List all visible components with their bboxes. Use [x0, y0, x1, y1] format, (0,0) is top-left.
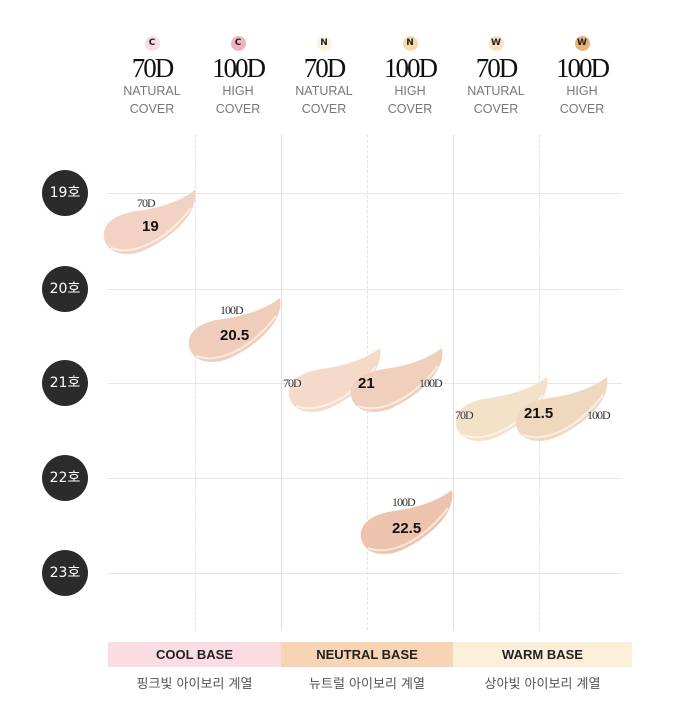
density-label: 70D: [131, 53, 175, 83]
tone-badge: C: [144, 36, 160, 51]
swatch-highlight: [367, 507, 449, 552]
grid-row-line: [108, 573, 622, 574]
foundation-swatch: [515, 377, 608, 441]
shade-row-label: 21호: [42, 360, 88, 406]
swatch-highlight: [522, 394, 604, 439]
warm-base-desc: 상아빛 아이보리 계열: [484, 677, 601, 692]
cool-base-bar: COOL BASE: [108, 642, 281, 667]
swatch-shape: [188, 298, 281, 362]
tone-badge: N: [402, 36, 418, 51]
swatch-density-label: 100D: [587, 408, 611, 422]
column-header: C 70D NATURAL COVER: [109, 36, 195, 118]
cover-line1: HIGH: [222, 84, 254, 98]
grid-column-line: [281, 135, 282, 630]
grid-row-line: [108, 193, 622, 194]
swatch-shade-number: 19: [142, 218, 159, 235]
cover-line2: COVER: [473, 102, 519, 116]
shade-row-label: 20호: [42, 266, 88, 312]
warm-base-bar: WARM BASE: [453, 642, 632, 667]
swatch-shape: [455, 377, 548, 441]
column-header: C 100D HIGH COVER: [195, 36, 281, 118]
column-header: W 100D HIGH COVER: [539, 36, 625, 118]
shade-row-label: 22호: [42, 455, 88, 501]
foundation-swatch: [103, 190, 196, 254]
cover-line1: HIGH: [566, 84, 598, 98]
foundation-swatch: [188, 298, 281, 362]
grid-row-line: [108, 289, 622, 290]
foundation-swatch: [360, 490, 453, 554]
density-label: 100D: [212, 53, 266, 83]
cover-line1: NATURAL: [123, 84, 181, 98]
swatch-density-label: 70D: [455, 408, 474, 422]
cool-base-desc: 핑크빛 아이보리 계열: [136, 677, 253, 692]
density-label: 100D: [384, 53, 438, 83]
grid-row-line: [108, 478, 622, 479]
shade-row-label: 19호: [42, 170, 88, 216]
tone-badge: N: [316, 36, 332, 51]
swatch-density-label: 70D: [137, 196, 156, 210]
grid-column-line: [453, 135, 454, 630]
density-label: 70D: [475, 53, 519, 83]
grid-column-line: [195, 135, 196, 630]
swatch-density-label: 100D: [419, 376, 443, 390]
density-label: 100D: [556, 53, 610, 83]
swatch-shade-number: 21: [358, 375, 375, 392]
cover-line1: NATURAL: [295, 84, 353, 98]
cover-line2: COVER: [301, 102, 347, 116]
swatch-shape: [103, 190, 196, 254]
cover-line2: COVER: [559, 102, 605, 116]
neutral-base-bar: NEUTRAL BASE: [281, 642, 453, 667]
cover-line2: COVER: [129, 102, 175, 116]
column-header: N 70D NATURAL COVER: [281, 36, 367, 118]
column-header: N 100D HIGH COVER: [367, 36, 453, 118]
swatch-highlight: [195, 315, 277, 360]
cover-line1: NATURAL: [467, 84, 525, 98]
swatch-shade-number: 22.5: [392, 520, 422, 537]
swatch-density-label: 70D: [283, 376, 302, 390]
swatch-shape: [515, 377, 608, 441]
column-header: W 70D NATURAL COVER: [453, 36, 539, 118]
density-label: 70D: [303, 53, 347, 83]
swatch-shade-number: 21.5: [524, 405, 554, 422]
swatch-density-label: 100D: [392, 495, 416, 509]
cover-line1: HIGH: [394, 84, 426, 98]
foundation-swatch: [350, 348, 443, 412]
swatch-shade-number: 20.5: [220, 327, 250, 344]
swatch-highlight: [110, 207, 192, 252]
tone-badge: C: [230, 36, 246, 51]
cover-line2: COVER: [387, 102, 433, 116]
swatch-shape: [360, 490, 453, 554]
cover-line2: COVER: [215, 102, 261, 116]
neutral-base-desc: 뉴트럴 아이보리 계열: [309, 677, 425, 692]
swatch-highlight: [357, 365, 439, 410]
tone-badge: W: [574, 36, 590, 51]
swatch-density-label: 100D: [220, 303, 244, 317]
swatch-shape: [350, 348, 443, 412]
swatch-shape: [288, 348, 381, 412]
shade-row-label: 23호: [42, 550, 88, 596]
tone-badge: W: [488, 36, 504, 51]
